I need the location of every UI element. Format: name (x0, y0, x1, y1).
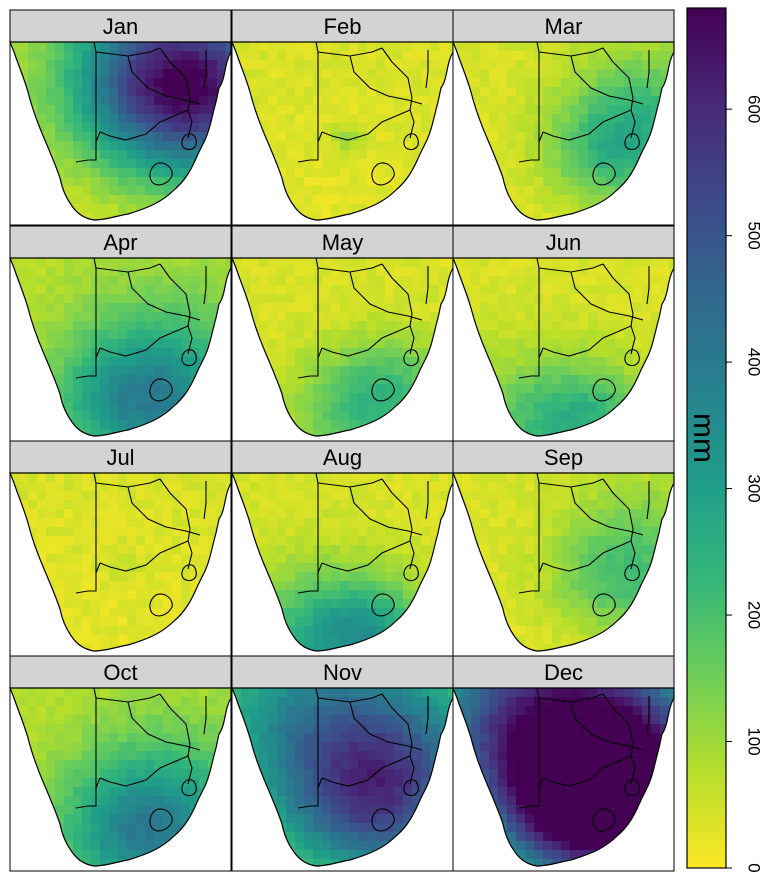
country-borders (297, 687, 429, 809)
country-borders (518, 257, 650, 379)
coastline (9, 687, 232, 867)
country-borders (297, 472, 429, 594)
coastline (452, 687, 675, 867)
country-borders (518, 687, 650, 809)
lesotho-outline (149, 808, 173, 832)
panel-strip (452, 655, 675, 689)
panel-month-label: Mar (545, 14, 583, 39)
panel-strip (231, 655, 454, 689)
panel-sep: Sep (452, 440, 675, 657)
panel-jan: Jan (9, 9, 232, 226)
coastline (9, 257, 232, 437)
monthly-panels-grid: Jan Feb Mar Apr May Jun Jul Aug Sep Oct Nov Dec (9, 9, 675, 872)
panel-strip (9, 225, 232, 259)
panel-jul: Jul (9, 440, 232, 657)
colorbar-tick-label: 500 (745, 221, 764, 249)
panel-mar: Mar (452, 9, 675, 226)
colorbar-tick-label: 400 (745, 348, 764, 376)
lesotho-outline (371, 378, 395, 402)
coastline (9, 41, 232, 221)
country-borders (518, 41, 650, 163)
coastline (9, 472, 232, 652)
eswatini-outline (624, 779, 640, 797)
panel-strip (9, 655, 232, 689)
colorbar-tick-label: 600 (745, 95, 764, 123)
lesotho-outline (149, 378, 173, 402)
eswatini-outline (403, 564, 419, 582)
lesotho-outline (371, 593, 395, 617)
colorbar-tick-label: 300 (745, 474, 764, 502)
eswatini-outline (403, 133, 419, 151)
country-borders (297, 41, 429, 163)
panel-month-label: Apr (103, 230, 137, 255)
coastline (231, 687, 454, 867)
panel-apr: Apr (9, 225, 232, 442)
coastline (452, 41, 675, 221)
colorbar-tick-label: 100 (745, 727, 764, 755)
lesotho-outline (592, 378, 616, 402)
colorbar-unit-label: mm (687, 413, 720, 463)
eswatini-outline (181, 349, 197, 367)
country-borders (75, 472, 207, 594)
eswatini-outline (624, 564, 640, 582)
panel-month-label: Aug (323, 445, 362, 470)
panel-strip (231, 440, 454, 474)
panel-strip (9, 440, 232, 474)
panel-strip (452, 9, 675, 43)
lesotho-outline (371, 808, 395, 832)
colorbar: 0 100 200 300 400 500 600 mm (686, 7, 764, 873)
coastline (231, 41, 454, 221)
panel-jun: Jun (452, 225, 675, 442)
coastline (231, 257, 454, 437)
panel-strip (452, 440, 675, 474)
lesotho-outline (371, 162, 395, 186)
colorbar-ticks: 0 100 200 300 400 500 600 (726, 95, 764, 873)
coastline (452, 472, 675, 652)
panel-month-label: May (322, 230, 364, 255)
panel-strip (9, 9, 232, 43)
colorbar-fill (686, 7, 727, 869)
panel-month-label: Jun (546, 230, 581, 255)
eswatini-outline (403, 349, 419, 367)
lesotho-outline (592, 162, 616, 186)
panel-dec: Dec (452, 655, 675, 872)
country-borders (75, 687, 207, 809)
panel-oct: Oct (9, 655, 232, 872)
eswatini-outline (181, 779, 197, 797)
country-borders (297, 257, 429, 379)
panel-month-label: Feb (324, 14, 362, 39)
panel-month-label: Jan (103, 14, 138, 39)
panel-month-label: Nov (323, 660, 362, 685)
eswatini-outline (624, 133, 640, 151)
eswatini-outline (181, 564, 197, 582)
panel-feb: Feb (231, 9, 454, 226)
lesotho-outline (592, 593, 616, 617)
panel-strip (452, 225, 675, 259)
panel-nov: Nov (231, 655, 454, 872)
panel-month-label: Sep (544, 445, 583, 470)
colorbar-tick-label: 0 (745, 863, 764, 872)
panel-month-label: Oct (103, 660, 137, 685)
eswatini-outline (181, 133, 197, 151)
country-borders (75, 41, 207, 163)
lesotho-outline (592, 808, 616, 832)
eswatini-outline (624, 349, 640, 367)
country-borders (75, 257, 207, 379)
lesotho-outline (149, 593, 173, 617)
panel-month-label: Jul (106, 445, 134, 470)
country-borders (518, 472, 650, 594)
lesotho-outline (149, 162, 173, 186)
panel-may: May (231, 225, 454, 442)
coastline (231, 472, 454, 652)
coastline (452, 257, 675, 437)
eswatini-outline (403, 779, 419, 797)
colorbar-tick-label: 200 (745, 601, 764, 629)
panel-month-label: Dec (544, 660, 583, 685)
panel-aug: Aug (231, 440, 454, 657)
